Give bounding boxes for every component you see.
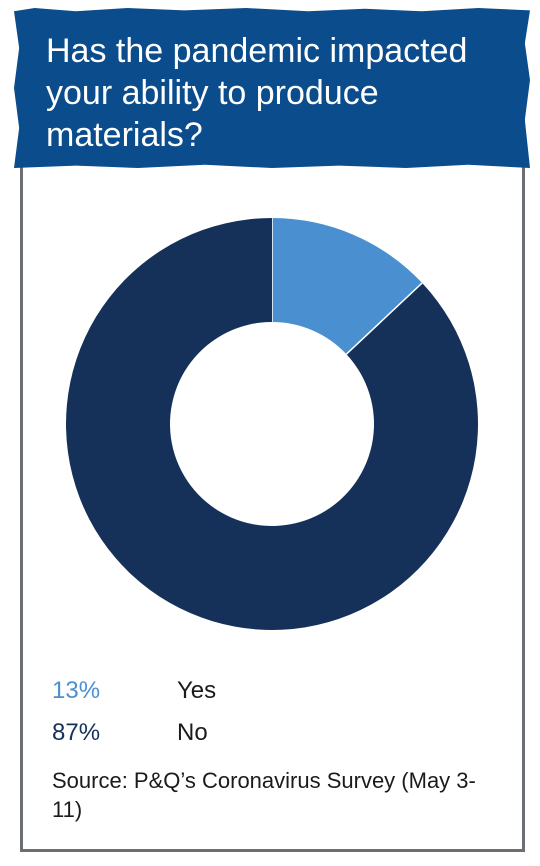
legend-item-no: 87% No [52,712,492,754]
chart-title: Has the pandemic impacted your ability t… [46,32,468,154]
legend-value-yes: 13% [52,677,101,704]
legend: 13% Yes 87% No [52,670,492,754]
slice-separator [345,282,423,355]
legend-item-yes: 13% Yes [52,670,492,712]
legend-label-yes: Yes [177,677,217,704]
slice-yes [272,218,423,355]
legend-value-no: 87% [52,719,101,746]
source-note: Source: P&Q’s Coronavirus Survey (May 3-… [52,768,476,822]
legend-label-no: No [177,719,208,746]
slice-no [66,218,479,630]
title-banner: Has the pandemic impacted your ability t… [14,8,530,168]
